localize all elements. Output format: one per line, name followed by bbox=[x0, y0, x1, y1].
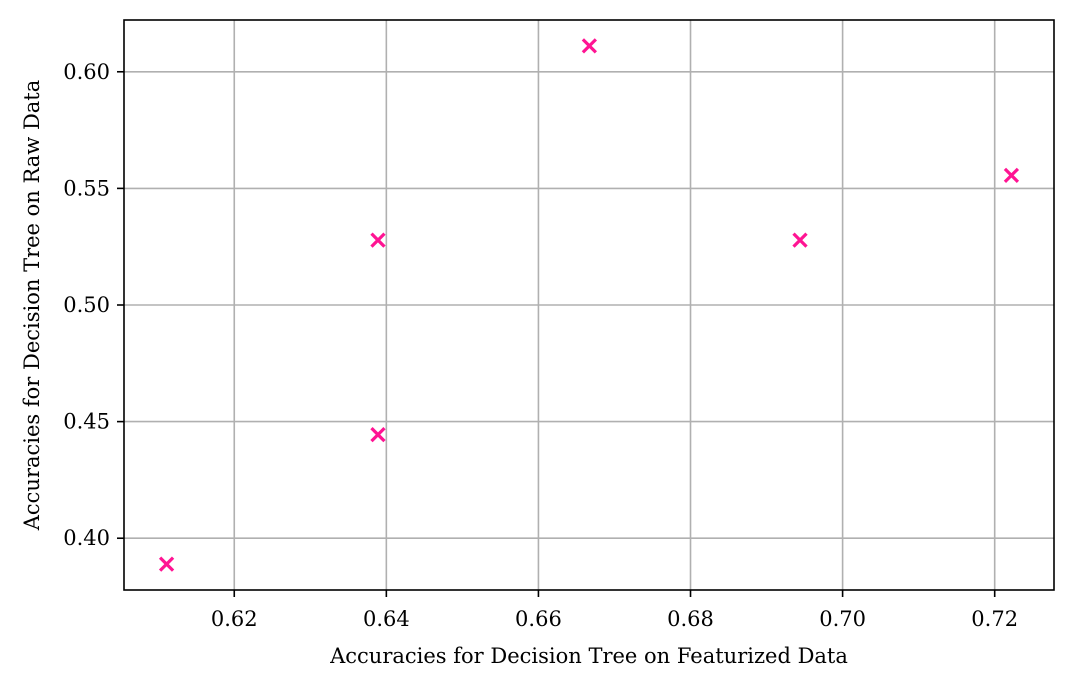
x-tick-label: 0.64 bbox=[363, 607, 410, 631]
y-axis-label: Accuracies for Decision Tree on Raw Data bbox=[20, 80, 44, 532]
x-tick-label: 0.70 bbox=[819, 607, 866, 631]
plot-frame bbox=[123, 19, 1055, 591]
x-tick-label: 0.72 bbox=[971, 607, 1018, 631]
y-tick-label: 0.50 bbox=[63, 293, 110, 317]
y-tick-label: 0.40 bbox=[63, 526, 110, 550]
data-point bbox=[581, 38, 598, 54]
y-tick-label: 0.45 bbox=[63, 410, 110, 434]
y-tick-label: 0.60 bbox=[63, 60, 110, 84]
data-points bbox=[158, 38, 1020, 572]
data-point bbox=[370, 427, 386, 443]
x-tick-label: 0.68 bbox=[667, 607, 714, 631]
x-tick-label: 0.62 bbox=[211, 607, 258, 631]
data-point bbox=[370, 232, 386, 248]
data-point bbox=[792, 232, 808, 248]
x-axis-label: Accuracies for Decision Tree on Featuriz… bbox=[329, 644, 848, 668]
data-point bbox=[1003, 167, 1020, 183]
y-tick-label: 0.55 bbox=[63, 176, 110, 200]
x-tick-label: 0.66 bbox=[515, 607, 562, 631]
grid-lines bbox=[124, 20, 1054, 590]
data-point bbox=[158, 556, 175, 572]
axis-ticks: 0.62 0.64 0.66 0.68 0.70 0.72 0.40 0.45 0.50 0.55… bbox=[63, 60, 1018, 631]
